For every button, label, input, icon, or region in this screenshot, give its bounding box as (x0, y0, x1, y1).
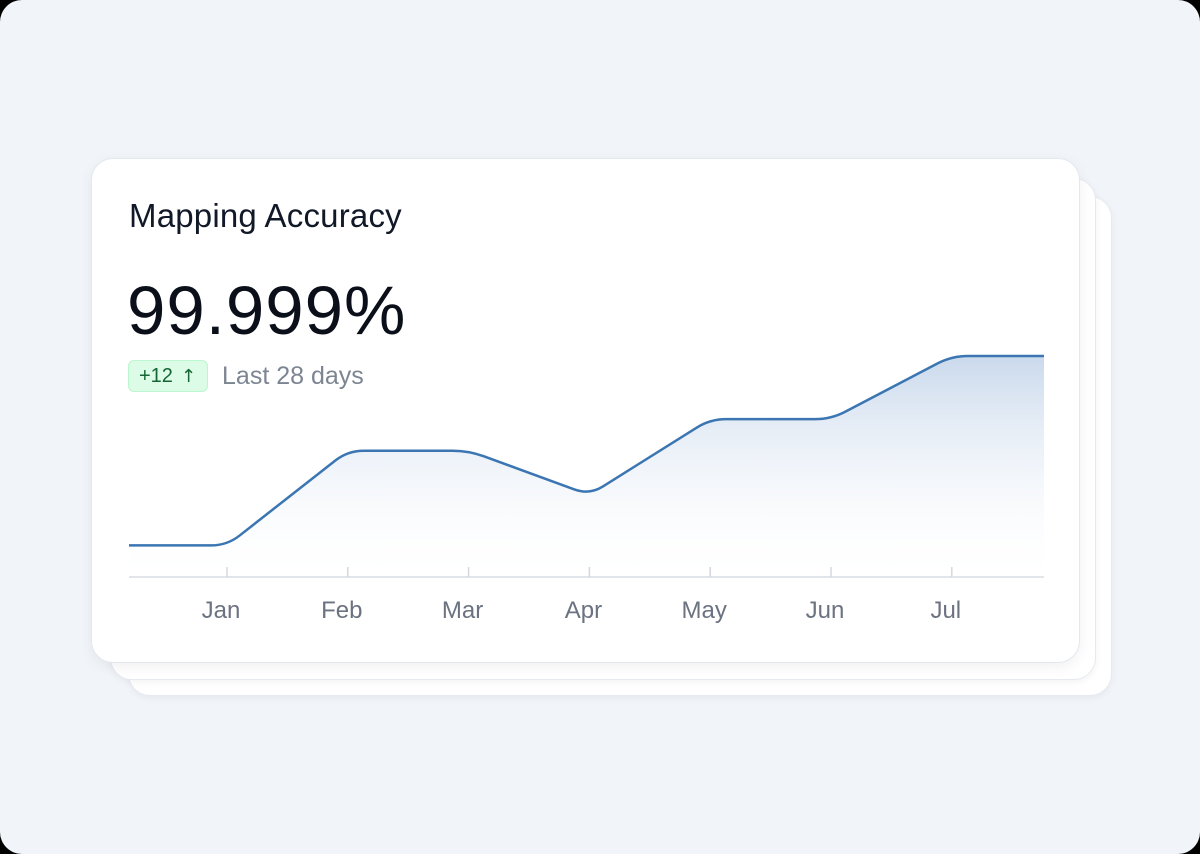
metric-value: 99.999% (127, 272, 407, 349)
x-tick-label: Jun (806, 597, 845, 624)
card-title: Mapping Accuracy (129, 197, 402, 234)
delta-badge: +12 ↑ (128, 360, 209, 392)
metric-card: Mapping Accuracy 99.999% +12 ↑ Last 28 d… (91, 158, 1080, 663)
arrow-up-icon: ↑ (180, 365, 197, 387)
series-line (129, 354, 1044, 547)
x-tick-label: May (682, 597, 727, 624)
x-tick-label: Apr (565, 597, 602, 624)
area-fill (129, 356, 1044, 577)
delta-value: +12 (139, 364, 173, 387)
period-label: Last 28 days (222, 361, 364, 390)
delta-row: +12 ↑ Last 28 days (128, 360, 364, 392)
x-tick-label: Jan (202, 597, 241, 624)
x-tick-label: Feb (321, 597, 362, 624)
accuracy-area-chart: Jan Feb Mar Apr May Jun Jul (129, 354, 1044, 624)
x-tick-label: Jul (930, 597, 961, 624)
x-tick-label: Mar (442, 597, 483, 624)
